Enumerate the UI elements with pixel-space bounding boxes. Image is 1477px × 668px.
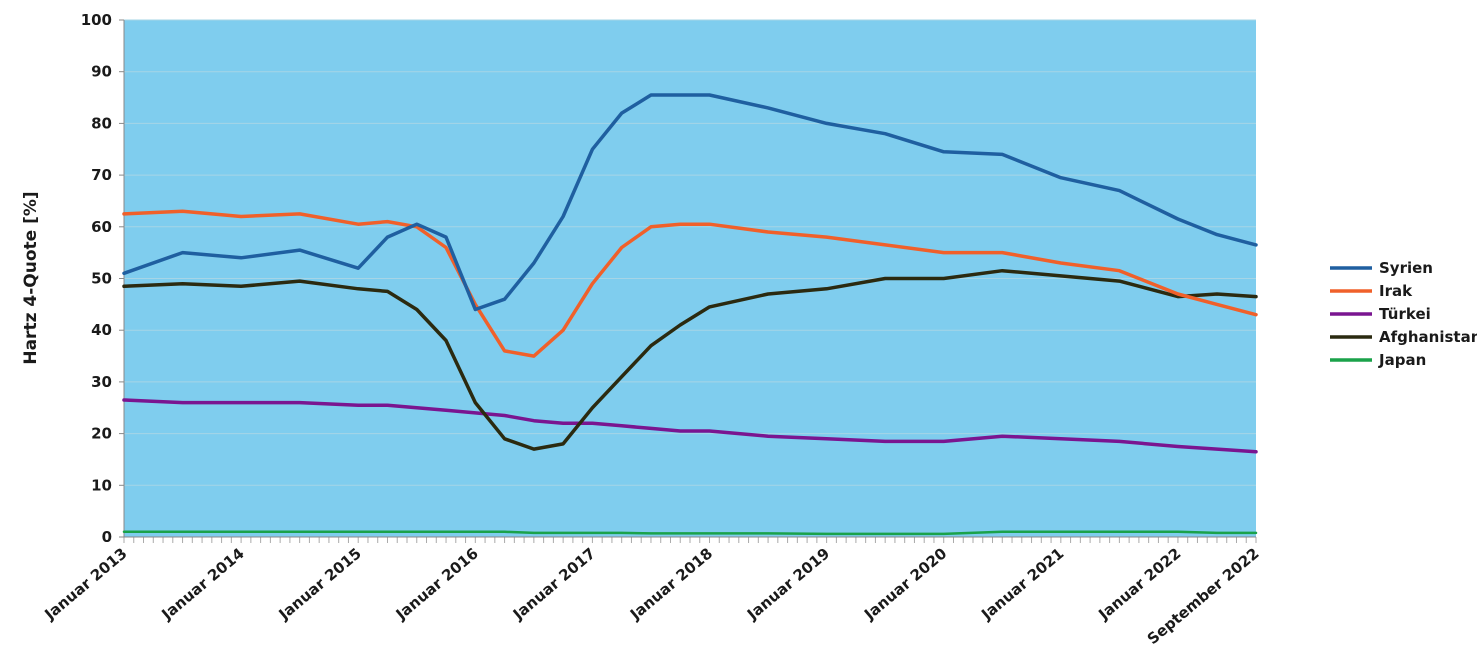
x-tick-labels: Januar 2013 Januar 2014 Januar 2015 Januar … — [40, 544, 1262, 648]
series-line-syrien — [122, 93, 1258, 312]
x-minor-ticks — [123, 537, 1257, 543]
x-tick-label: Januar 2017 — [509, 544, 599, 624]
y-tick-label: 60 — [91, 218, 112, 236]
y-tick-label: 20 — [91, 425, 112, 443]
y-tick-label: 30 — [91, 373, 112, 391]
y-tick-label: 70 — [91, 166, 112, 184]
x-tick-label: Januar 2013 — [40, 544, 130, 624]
series-line-irak — [122, 209, 1258, 358]
series-line-japan — [122, 530, 1258, 536]
x-tick-label: Januar 2021 — [977, 544, 1067, 624]
x-tick-label: Januar 2020 — [860, 544, 950, 624]
series-lines — [122, 93, 1258, 536]
y-tick-label: 90 — [91, 63, 112, 81]
legend-label: Japan — [1378, 351, 1426, 369]
x-tick-label: Januar 2015 — [275, 544, 365, 624]
legend-label: Irak — [1379, 282, 1413, 300]
x-tick-label: Januar 2019 — [743, 544, 833, 624]
legend: Syrien Irak Türkei Afghanistan Japan — [1330, 259, 1477, 369]
y-tick-labels: 0 10 20 30 40 50 60 70 80 90 100 — [81, 11, 124, 546]
y-tick-label: 80 — [91, 114, 112, 132]
x-tick-label: Januar 2016 — [392, 544, 482, 624]
y-axis-label: Hartz 4-Quote [%] — [21, 191, 41, 364]
y-tick-label: 100 — [81, 11, 112, 29]
legend-label: Syrien — [1379, 259, 1433, 277]
y-tick-label: 0 — [102, 528, 112, 546]
series-line-afghanistan — [122, 268, 1258, 451]
legend-label: Afghanistan — [1379, 328, 1477, 346]
y-tick-label: 50 — [91, 270, 112, 288]
y-tick-label: 10 — [91, 476, 112, 494]
legend-label: Türkei — [1379, 305, 1431, 323]
x-tick-label: Januar 2018 — [626, 544, 716, 624]
y-tick-label: 40 — [91, 321, 112, 339]
x-tick-label: Januar 2014 — [158, 544, 248, 624]
gridlines — [124, 19, 1256, 486]
series-line-türkei — [122, 398, 1258, 454]
